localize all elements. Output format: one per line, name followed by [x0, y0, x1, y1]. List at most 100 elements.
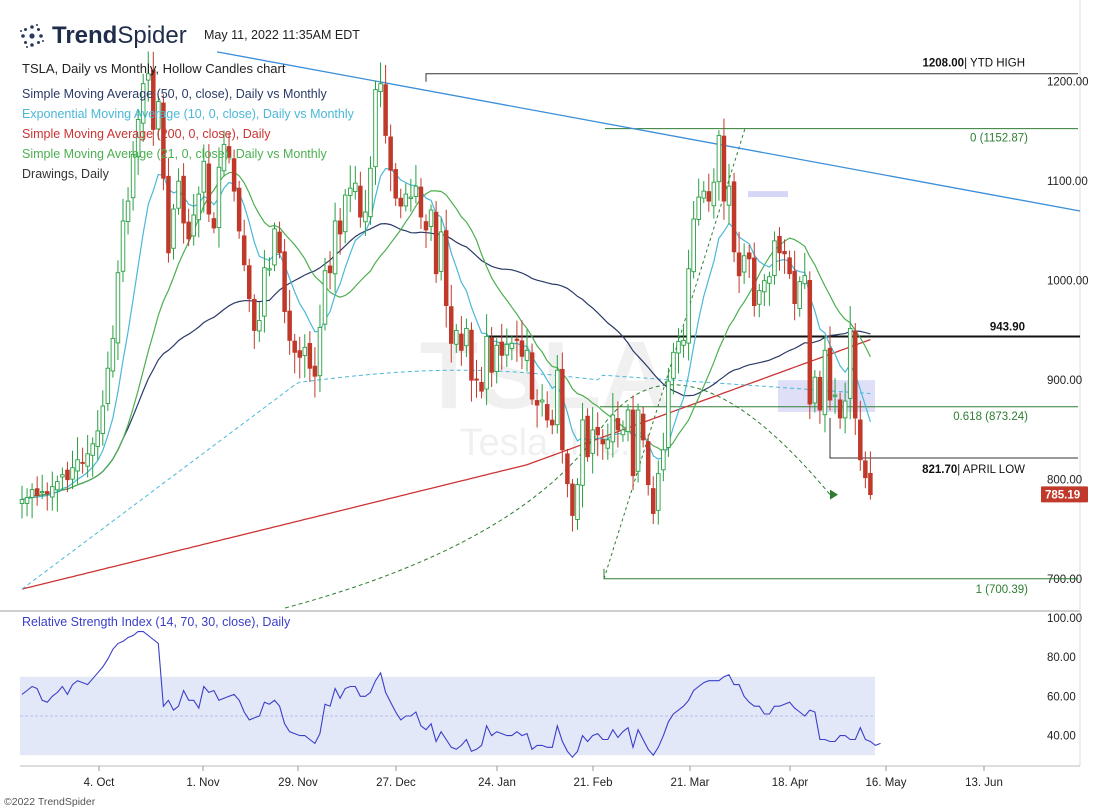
level-note: | APRIL LOW — [957, 464, 1025, 476]
legend-ema10[interactable]: Exponential Moving Average (10, 0, close… — [22, 107, 354, 121]
time-tick-label: 27. Dec — [376, 777, 416, 789]
rsi-tick-label: 60.00 — [1047, 691, 1076, 703]
candle-body — [762, 280, 767, 293]
candle-body — [863, 460, 868, 479]
level-label: 943.90 — [990, 321, 1025, 333]
candle-body — [514, 338, 520, 341]
rsi-title[interactable]: Relative Strength Index (14, 70, 30, clo… — [22, 615, 291, 629]
candle-body — [287, 310, 292, 341]
candle-body — [267, 268, 272, 271]
candle-body — [550, 419, 555, 426]
candle-body — [701, 190, 707, 199]
candle-body — [630, 409, 636, 477]
candle-body — [544, 404, 550, 421]
monthly-ema-line — [21, 369, 871, 590]
fib-label: 1 (700.39) — [976, 584, 1029, 596]
candle-body — [464, 327, 469, 347]
candle-body — [489, 337, 494, 373]
candle-body — [337, 220, 343, 235]
zone-highlight — [748, 191, 788, 198]
time-tick-label: 13. Jun — [965, 777, 1003, 789]
candle-body — [570, 483, 575, 516]
time-tick-label: 18. Apr — [772, 777, 809, 789]
candle-body — [24, 497, 30, 504]
candle-body — [645, 441, 651, 486]
brand-name-bold: Trend — [52, 22, 118, 49]
candle-body — [757, 290, 762, 305]
candle-body — [125, 200, 131, 223]
rsi-tick-label: 100.00 — [1047, 613, 1082, 625]
candle-body — [196, 193, 201, 221]
candle-body — [140, 83, 146, 124]
candle-body — [201, 160, 207, 193]
candle-body — [418, 186, 424, 218]
candle-body — [868, 473, 873, 496]
candle-body — [408, 196, 414, 199]
candle-body — [226, 146, 232, 158]
candle-body — [736, 252, 742, 277]
legend-sma200[interactable]: Simple Moving Average (200, 0, close), D… — [22, 127, 271, 141]
candle-body — [524, 349, 530, 361]
legend-sma50[interactable]: Simple Moving Average (50, 0, close), Da… — [22, 87, 327, 101]
candle-body — [716, 134, 722, 183]
rsi-tick-label: 80.00 — [1047, 652, 1076, 664]
brand-name-light: Spider — [117, 22, 187, 49]
level-label: 1208.00| YTD HIGH — [923, 58, 1026, 70]
candle-body — [332, 220, 338, 275]
candle-body — [393, 169, 398, 199]
candle-body — [70, 467, 75, 480]
candle-body — [519, 340, 525, 357]
candle-body — [383, 84, 388, 136]
candle-body — [161, 102, 166, 179]
candle-body — [403, 193, 409, 207]
candle-body — [176, 180, 181, 209]
candle-body — [438, 231, 444, 272]
candle-body — [216, 166, 222, 229]
time-tick-label: 1. Nov — [186, 777, 219, 789]
candle-body — [221, 143, 227, 172]
candle-body — [661, 449, 666, 471]
candle-body — [110, 337, 116, 372]
candle-body — [595, 426, 600, 436]
rsi-line — [21, 631, 881, 759]
candle-body — [782, 251, 787, 255]
legend-drawings[interactable]: Drawings, Daily — [22, 167, 109, 181]
candle-body — [428, 209, 434, 227]
candle-body — [681, 339, 686, 346]
candle-body — [363, 211, 368, 223]
candle-body — [191, 214, 196, 237]
candle-body — [272, 228, 277, 266]
candle-body — [171, 208, 176, 249]
candle-body — [65, 469, 70, 481]
candle-body — [797, 281, 802, 309]
trendspider-logo[interactable]: Trend Spider — [18, 20, 187, 52]
candle-body — [858, 419, 863, 461]
candle-body — [257, 320, 262, 332]
legend-sma21[interactable]: Simple Moving Average (21, 0, close), Da… — [22, 147, 327, 161]
candle-body — [236, 187, 242, 232]
candle-body — [50, 486, 55, 498]
candle-body — [186, 221, 191, 240]
candle-body — [580, 419, 585, 486]
candle-body — [484, 335, 489, 390]
candle-body — [772, 240, 777, 276]
time-tick-label: 4. Oct — [84, 777, 115, 789]
candle-body — [100, 405, 106, 434]
time-tick-label: 29. Nov — [278, 777, 318, 789]
candle-body — [105, 367, 111, 404]
candle-body — [241, 235, 247, 266]
candle-body — [666, 380, 671, 448]
candle-body — [635, 409, 641, 472]
level-note: | YTD HIGH — [964, 58, 1025, 70]
candle-body — [787, 257, 792, 275]
candle-body — [837, 399, 843, 419]
candle-body — [706, 191, 712, 202]
descending-trendline — [216, 51, 1081, 212]
candle-body — [767, 276, 772, 284]
candle-body — [565, 453, 570, 485]
candle-body — [246, 265, 252, 300]
candle-body — [575, 484, 580, 520]
candle-body — [625, 409, 631, 433]
candle-body — [600, 439, 606, 445]
